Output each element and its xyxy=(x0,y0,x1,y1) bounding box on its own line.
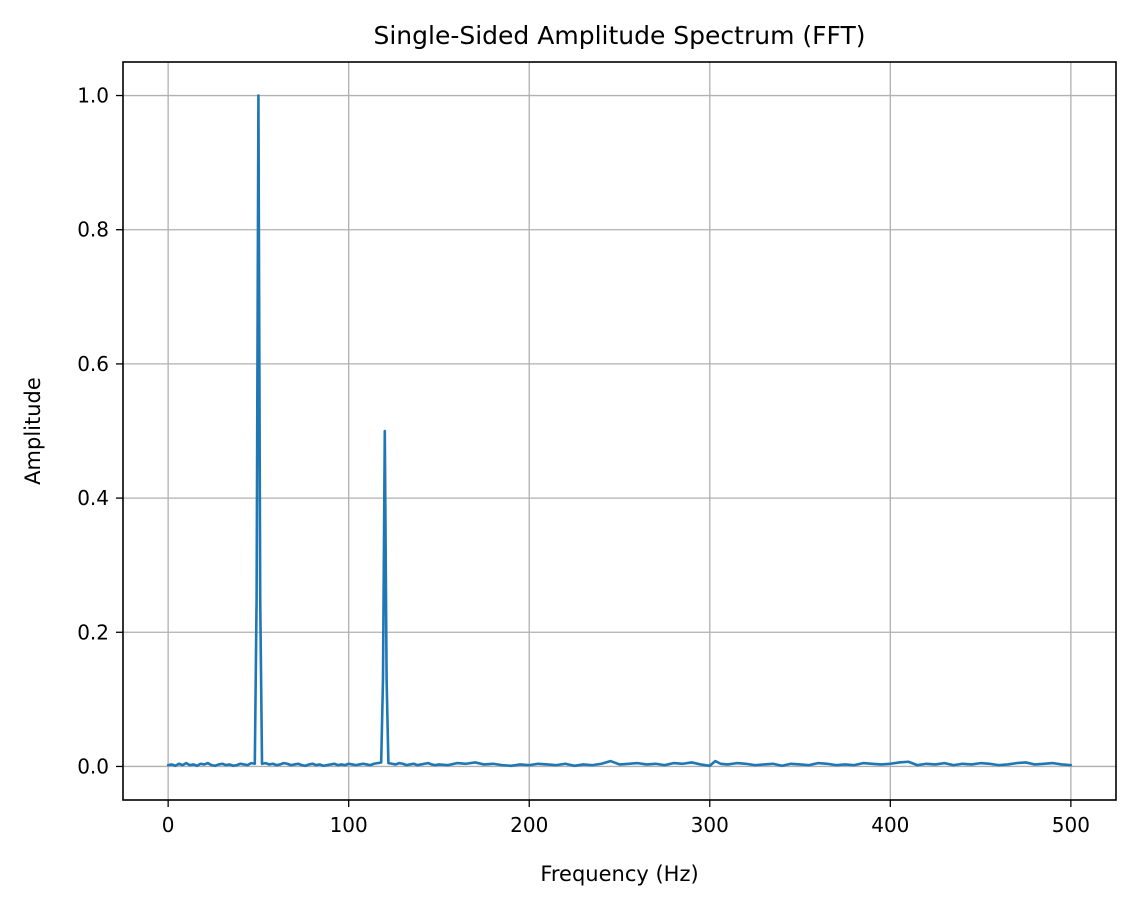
x-tick-label: 100 xyxy=(330,813,368,837)
x-tick-label: 200 xyxy=(510,813,548,837)
y-tick-label: 0.2 xyxy=(77,620,109,644)
ticks: 0 100 200 300 400 500 0.0 0.2 0.4 0.6 0.8 1.0 xyxy=(77,84,1090,837)
plot-area xyxy=(166,94,1073,768)
y-tick-label: 1.0 xyxy=(77,84,109,108)
spectrum-line xyxy=(166,94,1073,768)
y-tick-label: 0.4 xyxy=(77,486,109,510)
grid xyxy=(123,62,1116,800)
y-tick-label: 0.0 xyxy=(77,754,109,778)
x-axis-title: Frequency (Hz) xyxy=(540,862,698,886)
y-tick-label: 0.8 xyxy=(77,218,109,242)
y-axis-title: Amplitude xyxy=(21,377,45,485)
x-tick-label: 500 xyxy=(1052,813,1090,837)
x-tick-label: 0 xyxy=(162,813,175,837)
x-tick-label: 400 xyxy=(871,813,909,837)
axes-frame xyxy=(122,61,1117,801)
x-tick-label: 300 xyxy=(691,813,729,837)
chart-title: Single-Sided Amplitude Spectrum (FFT) xyxy=(373,21,865,50)
y-tick-label: 0.6 xyxy=(77,352,109,376)
